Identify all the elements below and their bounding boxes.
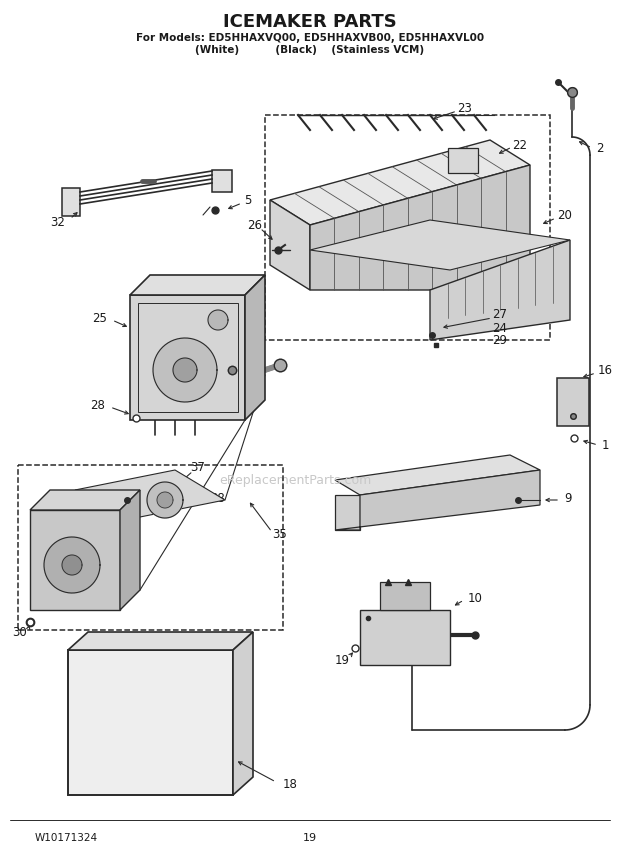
Text: For Models: ED5HHAXVQ00, ED5HHAXVB00, ED5HHAXVL00: For Models: ED5HHAXVQ00, ED5HHAXVB00, ED… [136,33,484,43]
Bar [212,170,232,192]
Text: 10: 10 [467,591,482,604]
Text: 30: 30 [12,627,27,639]
Polygon shape [208,310,228,330]
Polygon shape [310,220,570,270]
Bar [448,148,478,173]
Text: 1: 1 [601,438,609,451]
Text: 37: 37 [190,461,205,473]
Text: 27: 27 [492,308,508,322]
Polygon shape [310,165,530,290]
Bar [68,650,233,795]
Bar [360,610,450,665]
Polygon shape [120,490,140,610]
Text: 35: 35 [273,528,288,542]
Text: 19: 19 [335,653,350,667]
Bar [138,303,238,412]
Polygon shape [153,338,217,402]
Text: 18: 18 [283,778,298,792]
Bar [265,115,550,340]
Text: 5: 5 [244,193,252,206]
Polygon shape [245,275,265,420]
Text: W10171324: W10171324 [35,833,98,843]
Text: 23: 23 [458,102,472,115]
Text: 25: 25 [92,312,107,324]
Text: ICEMAKER PARTS: ICEMAKER PARTS [223,13,397,31]
Text: eReplacementParts.com: eReplacementParts.com [219,473,371,486]
Text: 24: 24 [492,322,508,335]
Polygon shape [130,295,245,420]
Text: 38: 38 [211,491,226,504]
Bar [557,378,589,426]
Bar [62,188,80,216]
Polygon shape [270,200,310,290]
Polygon shape [62,555,82,575]
Text: 19: 19 [303,833,317,843]
Polygon shape [75,470,225,520]
Bar [380,582,430,610]
Text: 2: 2 [596,141,604,154]
Polygon shape [430,240,570,340]
Polygon shape [30,490,140,510]
Polygon shape [157,492,173,508]
Text: (White)          (Black)    (Stainless VCM): (White) (Black) (Stainless VCM) [195,45,425,55]
Text: 20: 20 [557,209,572,222]
Text: 29: 29 [492,335,508,348]
Polygon shape [335,495,360,530]
Text: 28: 28 [91,399,105,412]
Text: 32: 32 [51,216,66,229]
Polygon shape [233,632,253,795]
Polygon shape [30,510,120,610]
Polygon shape [44,537,100,593]
Polygon shape [173,358,197,382]
Polygon shape [68,632,253,650]
Text: 9: 9 [564,491,572,504]
Polygon shape [335,470,540,530]
Polygon shape [147,482,183,518]
Polygon shape [130,275,265,295]
Polygon shape [270,140,530,225]
Text: 26: 26 [247,218,262,231]
Text: 22: 22 [513,139,528,152]
Bar [18,465,283,630]
Text: 16: 16 [598,364,613,377]
Polygon shape [335,455,540,495]
